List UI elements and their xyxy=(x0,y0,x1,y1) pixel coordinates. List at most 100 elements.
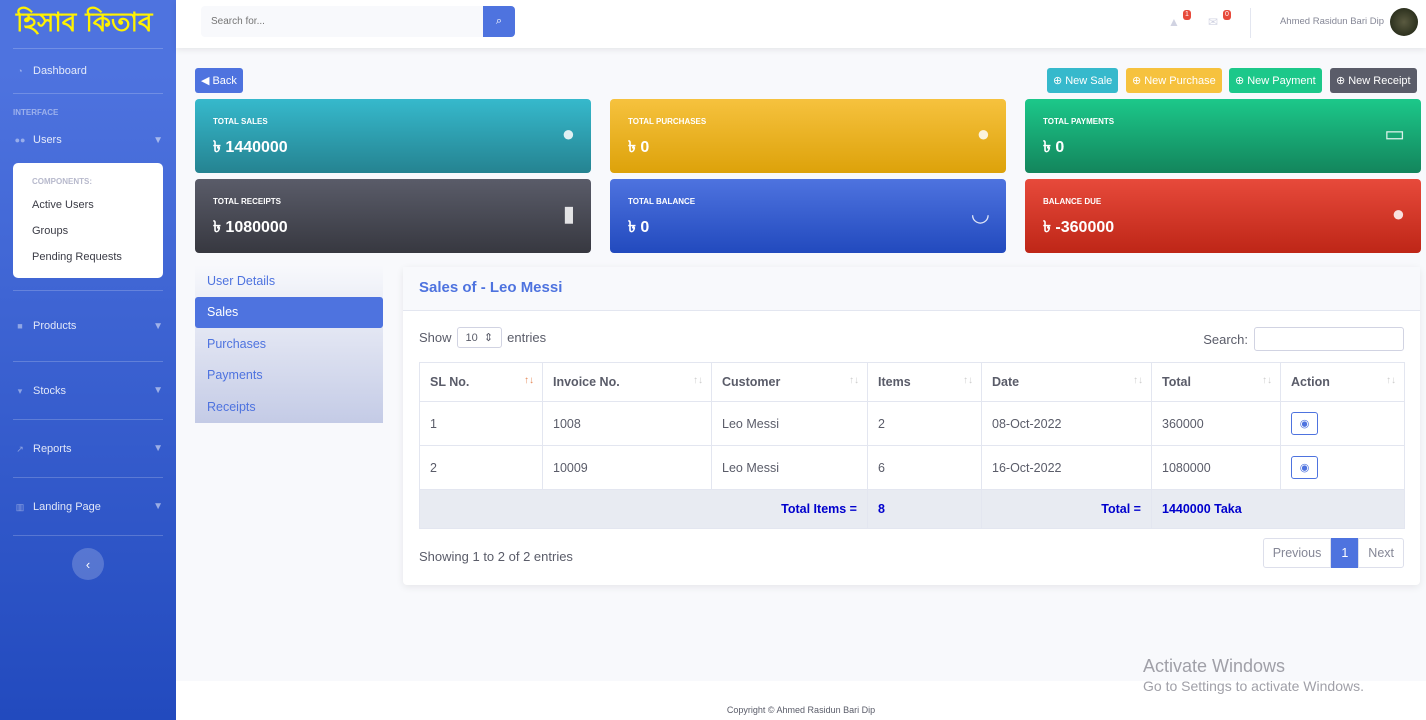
label: Stocks xyxy=(33,384,67,397)
label: New Sale xyxy=(1065,74,1113,87)
table-search-label: Search: xyxy=(1203,331,1248,347)
windows-watermark: Activate Windows Go to Settings to activa… xyxy=(1143,656,1364,694)
page-1-button[interactable]: 1 xyxy=(1331,538,1359,568)
alerts-badge: 1 xyxy=(1183,10,1191,20)
label: Products xyxy=(33,320,77,332)
tab-user-details[interactable]: User Details xyxy=(207,273,276,288)
new-purchase-button[interactable]: ⊕ New Purchase xyxy=(1126,68,1222,93)
plus-circle-icon: ⊕ xyxy=(1235,75,1245,87)
card-total-balance: TOTAL BALANCE ৳ 0 ◡ xyxy=(610,179,1006,253)
money-check-icon: ▭ xyxy=(1384,121,1405,146)
panel-title: Sales of - Leo Messi xyxy=(403,267,1420,311)
search-button[interactable]: ⌕ xyxy=(483,6,515,37)
submenu-groups[interactable]: Groups xyxy=(32,225,69,237)
col-invoice-no[interactable]: Invoice No. ↑↓ xyxy=(542,362,712,402)
sales-table: SL No. ↑↓ Invoice No. ↑↓ Customer ↑↓ Items ↑… xyxy=(419,362,1405,529)
back-button[interactable]: ◀ Back xyxy=(195,68,243,93)
table-row: 2 10009 Leo Messi 6 16-Oct-2022 1080000 ◉ xyxy=(419,445,1405,490)
sidebar-item-products[interactable]: ■ Products ▼ xyxy=(0,291,176,361)
user-name[interactable]: Ahmed Rasidun Bari Dip xyxy=(1279,16,1384,27)
submenu-heading: COMPONENTS: xyxy=(32,177,92,186)
search-input[interactable] xyxy=(201,6,483,37)
plus-circle-icon: ⊕ xyxy=(1132,75,1142,87)
table-row: 1 1008 Leo Messi 2 08-Oct-2022 360000 ◉ xyxy=(419,401,1405,446)
sidebar-item-landing-page[interactable]: ▥ Landing Page ▼ xyxy=(0,478,176,535)
sales-panel: Sales of - Leo Messi Show 10 ⇕ entries S… xyxy=(403,267,1420,585)
chevron-down-icon: ▼ xyxy=(153,501,163,512)
search-icon: ⌕ xyxy=(495,15,503,27)
chevron-down-icon: ▼ xyxy=(153,443,163,454)
users-icon: ●● xyxy=(14,135,26,145)
eye-icon: ◉ xyxy=(1299,418,1310,430)
label: Users xyxy=(33,134,62,146)
tab-purchases[interactable]: Purchases xyxy=(207,336,267,351)
card-value: ৳ 1440000 xyxy=(213,139,288,156)
alerts-button[interactable]: ▲ 1 xyxy=(1168,10,1196,32)
avatar[interactable] xyxy=(1390,8,1418,36)
col-items[interactable]: Items ↑↓ xyxy=(867,362,982,402)
tab-payments[interactable]: Payments xyxy=(207,368,263,383)
sidebar-item-users[interactable]: ●● Users ▼ xyxy=(0,121,176,159)
col-sl-no[interactable]: SL No. ↑↓ xyxy=(419,362,543,402)
col-action[interactable]: Action ↑↓ xyxy=(1280,362,1405,402)
col-total[interactable]: Total ↑↓ xyxy=(1151,362,1281,402)
sidebar-item-stocks[interactable]: ▾ Stocks ▼ xyxy=(0,362,176,419)
chevron-down-icon: ▼ xyxy=(153,320,163,332)
submenu-active-users[interactable]: Active Users xyxy=(32,199,94,211)
view-button[interactable]: ◉ xyxy=(1291,456,1318,479)
col-date[interactable]: Date ↑↓ xyxy=(981,362,1152,402)
envelope-icon: ✉ xyxy=(1208,15,1219,29)
next-button[interactable]: Next xyxy=(1358,538,1404,568)
logo[interactable]: হিসাব কিতাব xyxy=(16,8,153,38)
pagination: Previous 1 Next xyxy=(1262,538,1404,568)
label: Dashboard xyxy=(33,65,87,77)
tab-receipts[interactable]: Receipts xyxy=(207,399,256,414)
plus-circle-icon: ⊕ xyxy=(1336,75,1346,87)
sidebar-toggle-button[interactable]: ‹ xyxy=(72,548,104,580)
tachometer-icon: ◔ xyxy=(17,66,23,76)
sidebar-item-dashboard[interactable]: ◔ Dashboard xyxy=(0,49,176,93)
card-value: ৳ 0 xyxy=(1043,139,1065,156)
entries-select[interactable]: 10 ⇕ xyxy=(456,327,503,348)
file-invoice-dollar-icon: ▮ xyxy=(562,201,575,226)
card-balance-due: BALANCE DUE ৳ -360000 ● xyxy=(1025,179,1421,253)
total-items-label: Total Items = xyxy=(419,489,868,529)
entries-label: entries xyxy=(507,330,547,345)
label: New Purchase xyxy=(1144,74,1216,87)
messages-button[interactable]: ✉ 0 xyxy=(1208,10,1236,32)
label: New Payment xyxy=(1247,74,1316,87)
bell-icon: ▲ xyxy=(1168,15,1180,29)
card-label: TOTAL PAYMENTS xyxy=(1043,117,1115,126)
chevron-left-icon: ‹ xyxy=(85,556,91,572)
sidebar-heading: INTERFACE xyxy=(13,108,59,117)
chevron-down-icon: ▼ xyxy=(153,134,163,146)
entries-value: 10 xyxy=(465,332,478,344)
topbar: ⌕ ▲1 ✉0 Ahmed Rasidun Bari Dip xyxy=(176,0,1426,48)
chevron-down-icon: ▼ xyxy=(153,385,163,396)
label: New Receipt xyxy=(1348,74,1411,87)
table-search-input[interactable] xyxy=(1254,327,1404,351)
new-sale-button[interactable]: ⊕ New Sale xyxy=(1047,68,1119,93)
new-receipt-button[interactable]: ⊕ New Receipt xyxy=(1330,68,1417,93)
card-label: TOTAL SALES xyxy=(213,117,268,126)
view-button[interactable]: ◉ xyxy=(1291,412,1318,435)
new-payment-button[interactable]: ⊕ New Payment xyxy=(1229,68,1322,93)
submenu-pending-requests[interactable]: Pending Requests xyxy=(32,251,122,263)
tab-sales[interactable]: Sales xyxy=(195,296,383,328)
arrow-left-circle-icon: ◀ xyxy=(201,75,210,87)
sidebar-item-reports[interactable]: ↗ Reports ▼ xyxy=(0,420,176,477)
chart-icon: ↗ xyxy=(16,443,24,454)
col-customer[interactable]: Customer ↑↓ xyxy=(711,362,868,402)
user-tabs: User Details Sales Purchases Payments Re… xyxy=(195,265,383,423)
label: Reports xyxy=(33,442,72,455)
show-label: Show xyxy=(419,330,452,345)
comment-dollar-icon: ● xyxy=(561,121,575,146)
bag-icon: ■ xyxy=(17,321,23,331)
previous-button[interactable]: Previous xyxy=(1262,538,1332,568)
search-bar: ⌕ xyxy=(201,6,515,37)
card-value: ৳ -360000 xyxy=(1043,219,1115,236)
plus-circle-icon: ⊕ xyxy=(1053,75,1063,87)
card-total-receipts: TOTAL RECEIPTS ৳ 1080000 ▮ xyxy=(195,179,591,253)
card-label: TOTAL RECEIPTS xyxy=(213,197,282,206)
label: Landing Page xyxy=(33,500,101,513)
